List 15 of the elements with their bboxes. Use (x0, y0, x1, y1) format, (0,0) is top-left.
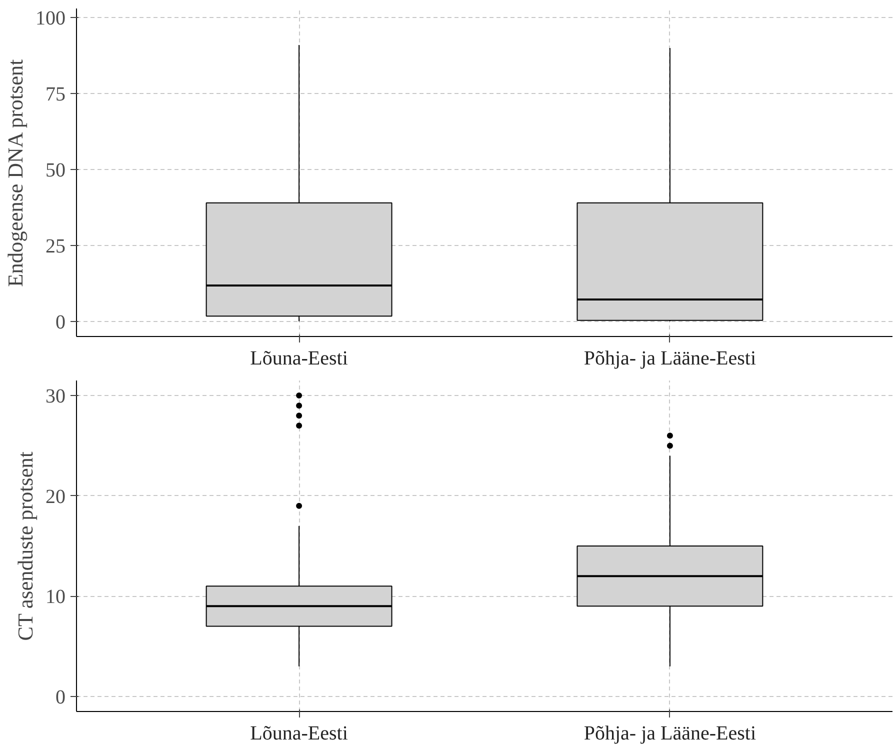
y-axis-title: Endogeense DNA protsent (4, 59, 28, 287)
y-axis-title: CT asenduste protsent (14, 452, 38, 641)
y-tick-label: 25 (46, 235, 66, 258)
x-tick-label: Lõuna-Eesti (250, 722, 348, 744)
y-tick-label: 20 (46, 486, 66, 508)
y-tick-label: 0 (56, 686, 66, 708)
y-tick-label: 75 (46, 84, 66, 106)
y-tick-label: 10 (46, 586, 66, 608)
x-tick-label: Lõuna-Eesti (250, 348, 348, 370)
x-tick-label: Põhja- ja Lääne-Eesti (584, 722, 756, 744)
y-tick-label: 100 (36, 8, 66, 30)
x-tick-label: Põhja- ja Lääne-Eesti (584, 348, 756, 370)
y-tick-label: 0 (56, 311, 66, 334)
y-tick-label: 30 (46, 386, 66, 408)
y-tick-label: 50 (46, 159, 66, 182)
